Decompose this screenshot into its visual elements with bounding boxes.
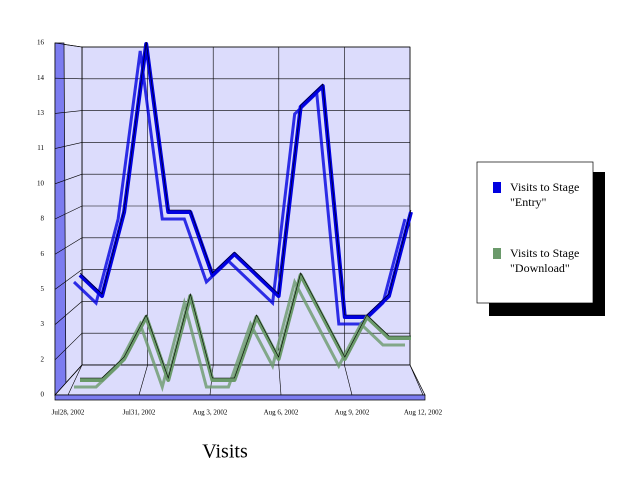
grid-line-side xyxy=(54,332,83,361)
y-tick-label: 2 xyxy=(41,355,45,363)
y-tick-label: 13 xyxy=(37,109,45,117)
y-tick-label: 5 xyxy=(41,285,45,293)
legend-swatch xyxy=(493,248,501,259)
x-tick-label: Aug 9, 2002 xyxy=(335,409,370,417)
grid-line-side xyxy=(54,301,83,325)
grid-line-side xyxy=(54,77,83,80)
y-tick-label: 6 xyxy=(41,250,45,258)
y-tick-label: 3 xyxy=(41,320,45,328)
legend-label: Visits to Stage "Download" xyxy=(510,246,579,275)
grid-line-side xyxy=(54,269,83,290)
side-edge xyxy=(54,42,67,396)
series-edge xyxy=(79,41,412,316)
grid-line-side xyxy=(54,42,83,48)
y-tick-label: 14 xyxy=(37,74,45,82)
series-shade xyxy=(72,50,407,326)
x-tick-label: Aug 12, 2002 xyxy=(404,409,443,417)
grid-line-side xyxy=(54,142,83,149)
grid-line-side xyxy=(54,237,83,255)
series-shade xyxy=(74,277,405,393)
floor-line xyxy=(344,364,353,396)
floor-line xyxy=(138,364,148,396)
floor-edge xyxy=(54,394,426,401)
grid-line-side xyxy=(54,110,83,114)
chart-title: Visits xyxy=(202,441,248,463)
x-tick-label: Aug 3, 2002 xyxy=(193,409,228,417)
floor-line xyxy=(67,364,83,396)
x-tick-label: Jul28, 2002 xyxy=(52,409,85,417)
grid-line-side xyxy=(54,364,83,396)
y-tick-label: 0 xyxy=(41,391,45,399)
legend-label: Visits to Stage "Entry" xyxy=(510,180,579,209)
series-edge xyxy=(80,272,411,380)
y-tick-label: 11 xyxy=(37,144,44,152)
series-line xyxy=(80,273,411,382)
floor-line xyxy=(409,364,424,396)
x-tick-label: Jul31, 2002 xyxy=(123,409,156,417)
y-tick-label: 10 xyxy=(37,179,45,187)
grid-line-side xyxy=(54,173,83,185)
legend-swatch xyxy=(493,182,501,193)
y-tick-label: 16 xyxy=(37,39,45,47)
floor-line xyxy=(278,364,282,396)
x-tick-label: Aug 6, 2002 xyxy=(264,409,299,417)
y-tick-label: 8 xyxy=(41,215,45,223)
grid-line-side xyxy=(54,205,83,220)
